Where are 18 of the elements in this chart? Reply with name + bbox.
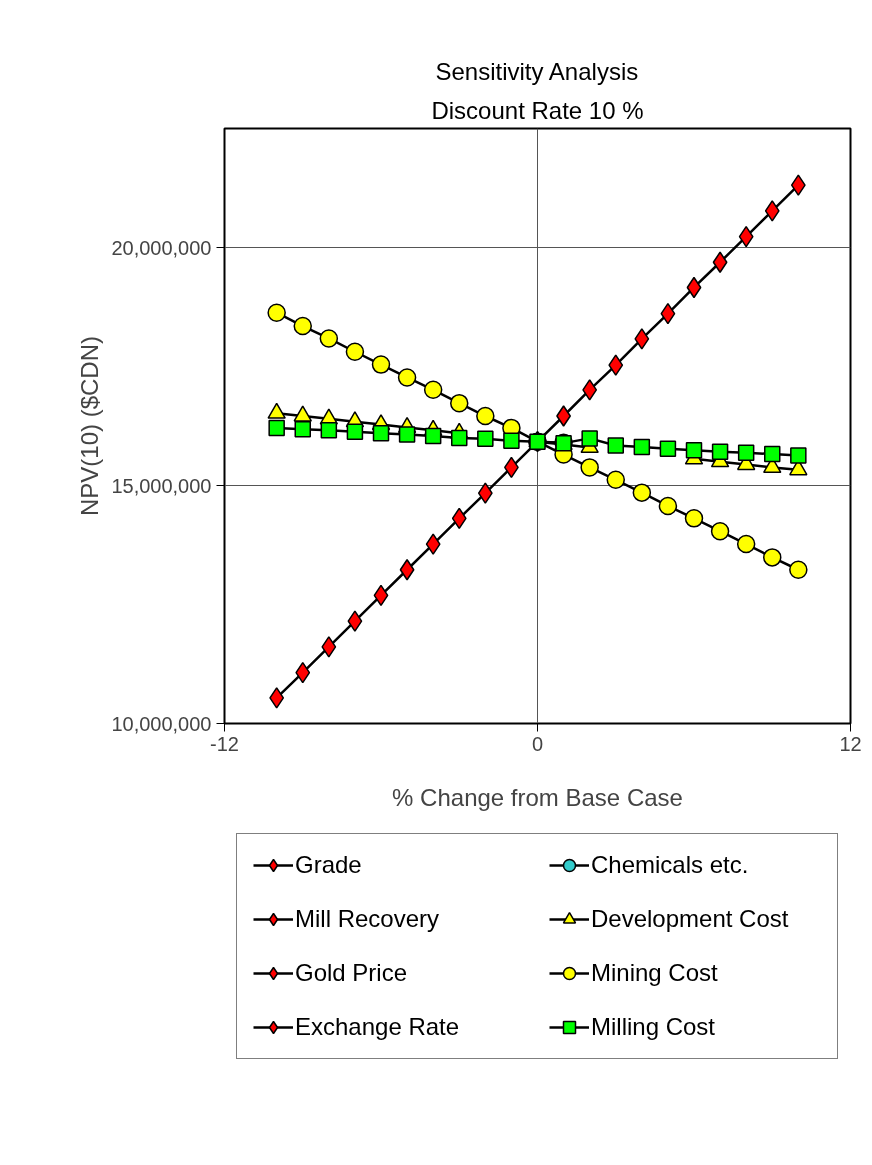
legend-label: Grade bbox=[295, 851, 363, 879]
legend-label: Gold Price bbox=[295, 959, 409, 987]
x-axis-title: % Change from Base Case bbox=[392, 783, 683, 811]
x-tick-label: 12 bbox=[839, 732, 862, 755]
legend-label: Exchange Rate bbox=[295, 1013, 461, 1041]
y-tick-label: 10,000,000 bbox=[111, 712, 212, 735]
chart-title: Sensitivity Analysis bbox=[435, 57, 639, 85]
legend-label: Milling Cost bbox=[591, 1013, 717, 1041]
x-tick-label: -12 bbox=[210, 732, 239, 755]
y-axis-title: NPV(10) ($CDN) bbox=[76, 335, 104, 517]
x-tick-label: 0 bbox=[531, 732, 544, 755]
y-tick-label: 15,000,000 bbox=[111, 474, 212, 497]
legend-label: Development Cost bbox=[591, 905, 790, 933]
y-tick-label: 20,000,000 bbox=[111, 236, 212, 259]
chart-subtitle: Discount Rate 10 % bbox=[431, 96, 644, 124]
legend-label: Mining Cost bbox=[591, 959, 719, 987]
legend-label: Mill Recovery bbox=[295, 905, 441, 933]
legend-label: Chemicals etc. bbox=[591, 851, 750, 879]
